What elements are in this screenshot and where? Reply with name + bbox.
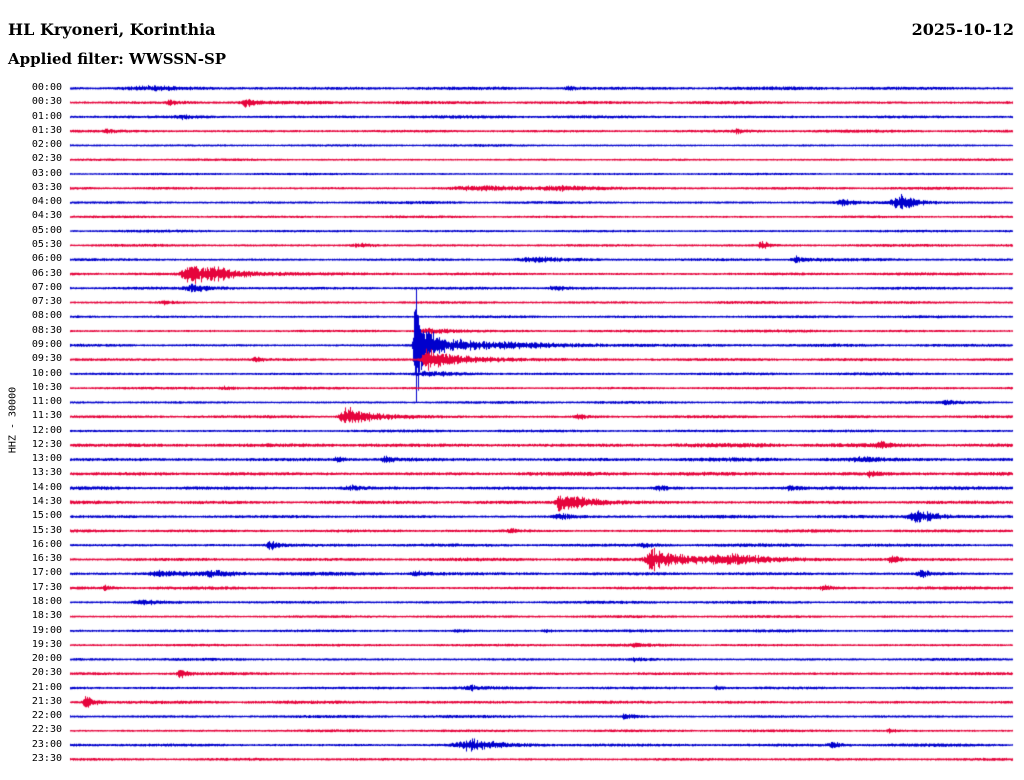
time-label-0800: 08:00: [31, 310, 62, 322]
time-label-0530: 05:30: [31, 239, 62, 251]
time-label-0930: 09:30: [31, 353, 62, 365]
time-label-1000: 10:00: [31, 367, 62, 379]
time-label-2230: 22:30: [31, 724, 62, 736]
station-title: HL Kryoneri, Korinthia: [8, 20, 216, 39]
filter-label: Applied filter: WWSSN-SP: [8, 50, 227, 68]
time-label-2000: 20:00: [31, 653, 62, 665]
time-label-0230: 02:30: [31, 153, 62, 165]
time-label-1930: 19:30: [31, 638, 62, 650]
time-label-1700: 17:00: [31, 567, 62, 579]
time-label-0130: 01:30: [31, 124, 62, 136]
time-label-0600: 06:00: [31, 253, 62, 265]
time-label-1300: 13:00: [31, 453, 62, 465]
record-date: 2025-10-12: [911, 20, 1014, 39]
time-label-1100: 11:00: [31, 396, 62, 408]
time-label-0500: 05:00: [31, 224, 62, 236]
time-label-1800: 18:00: [31, 595, 62, 607]
time-label-1900: 19:00: [31, 624, 62, 636]
time-label-1630: 16:30: [31, 553, 62, 565]
time-label-0430: 04:30: [31, 210, 62, 222]
time-label-2130: 21:30: [31, 695, 62, 707]
time-label-0330: 03:30: [31, 181, 62, 193]
time-label-0100: 01:00: [31, 110, 62, 122]
time-label-0730: 07:30: [31, 296, 62, 308]
time-label-1230: 12:30: [31, 438, 62, 450]
time-label-1830: 18:30: [31, 610, 62, 622]
time-label-1030: 10:30: [31, 381, 62, 393]
time-label-1400: 14:00: [31, 481, 62, 493]
time-label-1430: 14:30: [31, 496, 62, 508]
time-label-1200: 12:00: [31, 424, 62, 436]
time-label-0200: 02:00: [31, 139, 62, 151]
time-label-0700: 07:00: [31, 281, 62, 293]
time-label-2330: 23:30: [31, 753, 62, 765]
time-label-1600: 16:00: [31, 538, 62, 550]
time-label-0400: 04:00: [31, 196, 62, 208]
time-label-0000: 00:00: [31, 82, 62, 93]
time-label-1330: 13:30: [31, 467, 62, 479]
time-label-1130: 11:30: [31, 410, 62, 422]
time-label-1500: 15:00: [31, 510, 62, 522]
time-label-0830: 08:30: [31, 324, 62, 336]
time-label-1730: 17:30: [31, 581, 62, 593]
time-label-0900: 09:00: [31, 338, 62, 350]
time-label-1530: 15:30: [31, 524, 62, 536]
time-label-2100: 21:00: [31, 681, 62, 693]
time-label-2300: 23:00: [31, 738, 62, 750]
time-label-0630: 06:30: [31, 267, 62, 279]
time-label-0300: 03:00: [31, 167, 62, 179]
time-label-0030: 00:30: [31, 96, 62, 108]
time-label-2200: 22:00: [31, 710, 62, 722]
time-label-2030: 20:30: [31, 667, 62, 679]
